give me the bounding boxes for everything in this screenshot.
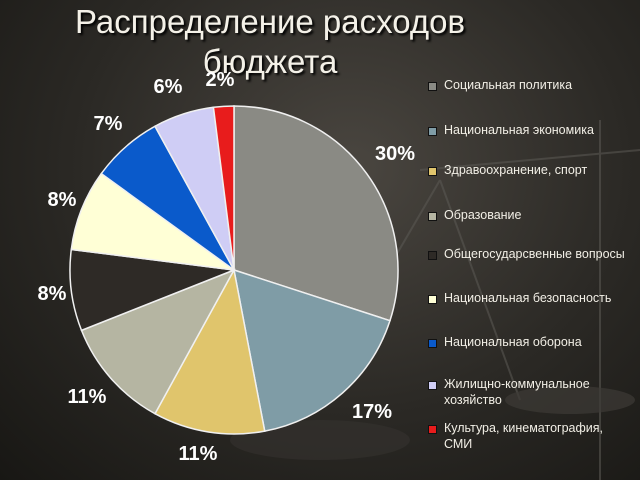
legend-swatch-5: [428, 251, 437, 260]
legend-swatch-4: [428, 212, 437, 221]
pie-slice-3: [153, 267, 266, 435]
data-label-7: 7%: [94, 113, 123, 135]
pie-slice-1: [233, 105, 399, 322]
legend-label-8: Жилищно-коммунальное хозяйство: [444, 377, 590, 407]
legend-label-9: Культура, кинематография, СМИ: [444, 421, 603, 451]
data-label-5: 8%: [38, 283, 67, 305]
legend-swatch-6: [428, 295, 437, 304]
legend-swatch-8: [428, 381, 437, 390]
chart-title: Распределение расходов бюджета: [60, 2, 480, 82]
chart-title-line-2: бюджета: [202, 43, 338, 80]
legend-label-3: Здравоохранение, спорт: [444, 163, 588, 177]
legend-item-6: Национальная безопасность: [428, 290, 633, 306]
legend-label-5: Общегосударсвенные вопросы: [444, 247, 625, 261]
legend-item-8: Жилищно-коммунальное хозяйство: [428, 376, 633, 408]
legend-item-9: Культура, кинематография, СМИ: [428, 420, 633, 452]
pie-slice-9: [212, 105, 235, 271]
legend-item-1: Социальная политика: [428, 77, 633, 93]
data-label-4: 11%: [68, 386, 107, 408]
data-label-9: 2%: [206, 69, 235, 91]
data-label-1: 30%: [375, 143, 415, 165]
data-label-3: 11%: [179, 443, 218, 465]
legend-swatch-2: [428, 127, 437, 136]
chart-title-line-1: Распределение расходов: [74, 3, 466, 40]
legend-item-5: Общегосударсвенные вопросы: [428, 246, 633, 262]
legend-label-4: Образование: [444, 208, 522, 222]
legend-label-2: Национальная экономика: [444, 123, 594, 137]
pie-slice-4: [80, 268, 236, 415]
data-label-8: 6%: [154, 76, 183, 98]
legend-item-7: Национальная оборона: [428, 334, 633, 350]
legend-swatch-3: [428, 167, 437, 176]
legend-label-6: Национальная безопасность: [444, 291, 612, 305]
data-label-2: 17%: [352, 401, 392, 423]
legend-item-4: Образование: [428, 207, 633, 223]
legend-label-7: Национальная оборона: [444, 335, 582, 349]
legend-swatch-9: [428, 425, 437, 434]
pie-slice-2: [233, 268, 391, 432]
data-label-6: 8%: [48, 189, 77, 211]
legend-label-1: Социальная политика: [444, 78, 573, 92]
legend-item-3: Здравоохранение, спорт: [428, 162, 633, 178]
legend-swatch-1: [428, 82, 437, 91]
legend-swatch-7: [428, 339, 437, 348]
legend-item-2: Национальная экономика: [428, 122, 633, 138]
